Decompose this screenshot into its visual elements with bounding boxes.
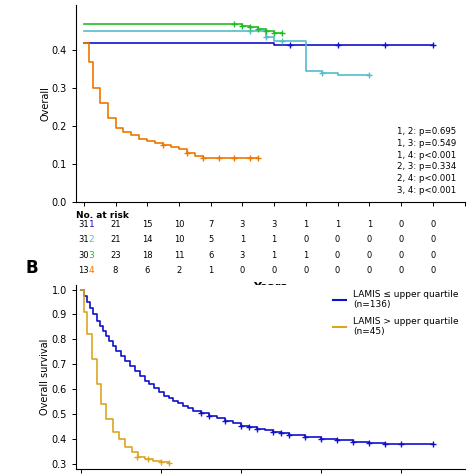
Text: 0: 0 (272, 266, 277, 275)
Text: B: B (25, 259, 38, 277)
Text: 1: 1 (240, 235, 245, 244)
Text: 3: 3 (240, 251, 245, 260)
Text: 0: 0 (399, 235, 404, 244)
Text: 1, 2: p=0.695
1, 3: p=0.549
1, 4: p<0.001
2, 3: p=0.334
2, 4: p<0.001
3, 4: p<0.: 1, 2: p=0.695 1, 3: p=0.549 1, 4: p<0.00… (397, 127, 457, 195)
Text: 0: 0 (367, 235, 372, 244)
Text: 31: 31 (79, 219, 89, 228)
Text: 2: 2 (176, 266, 182, 275)
Text: 23: 23 (110, 251, 121, 260)
Text: 4: 4 (89, 266, 94, 275)
Text: 0: 0 (335, 266, 340, 275)
Text: 1: 1 (208, 266, 213, 275)
Text: 31: 31 (79, 235, 89, 244)
Text: 13: 13 (79, 266, 89, 275)
Text: 2: 2 (89, 235, 94, 244)
Text: 0: 0 (399, 266, 404, 275)
Text: 8: 8 (113, 266, 118, 275)
Text: 0: 0 (367, 251, 372, 260)
Text: 0: 0 (303, 235, 309, 244)
Y-axis label: Overall survival: Overall survival (40, 339, 50, 415)
Text: 1: 1 (303, 251, 309, 260)
Text: 6: 6 (145, 266, 150, 275)
Text: 10: 10 (173, 219, 184, 228)
Text: 0: 0 (303, 266, 309, 275)
Text: Years: Years (253, 283, 287, 292)
Text: 21: 21 (110, 235, 121, 244)
Text: 14: 14 (142, 235, 153, 244)
Y-axis label: Overall: Overall (40, 86, 50, 121)
Text: 3: 3 (272, 219, 277, 228)
Text: 1: 1 (367, 219, 372, 228)
Legend: LAMIS ≤ upper quartile
(n=136), LAMIS > upper quartile
(n=45): LAMIS ≤ upper quartile (n=136), LAMIS > … (329, 286, 463, 339)
Text: 18: 18 (142, 251, 153, 260)
Text: 3: 3 (89, 251, 94, 260)
Text: 0: 0 (240, 266, 245, 275)
Text: 1: 1 (303, 219, 309, 228)
Text: 15: 15 (142, 219, 153, 228)
Text: 21: 21 (110, 219, 121, 228)
Text: 7: 7 (208, 219, 213, 228)
Text: 0: 0 (430, 266, 436, 275)
Text: 0: 0 (399, 251, 404, 260)
Text: 6: 6 (208, 251, 213, 260)
Text: 1: 1 (272, 251, 277, 260)
Text: 0: 0 (399, 219, 404, 228)
Text: 0: 0 (335, 235, 340, 244)
Text: No. at risk: No. at risk (76, 210, 129, 219)
Text: 1: 1 (335, 219, 340, 228)
Text: 30: 30 (79, 251, 89, 260)
Text: 1: 1 (89, 219, 94, 228)
Text: 0: 0 (367, 266, 372, 275)
Text: 0: 0 (335, 251, 340, 260)
Text: 5: 5 (208, 235, 213, 244)
Text: 1: 1 (272, 235, 277, 244)
Text: 0: 0 (430, 219, 436, 228)
Text: 0: 0 (430, 251, 436, 260)
Text: 11: 11 (173, 251, 184, 260)
Text: 0: 0 (430, 235, 436, 244)
Text: 10: 10 (173, 235, 184, 244)
Text: 3: 3 (240, 219, 245, 228)
